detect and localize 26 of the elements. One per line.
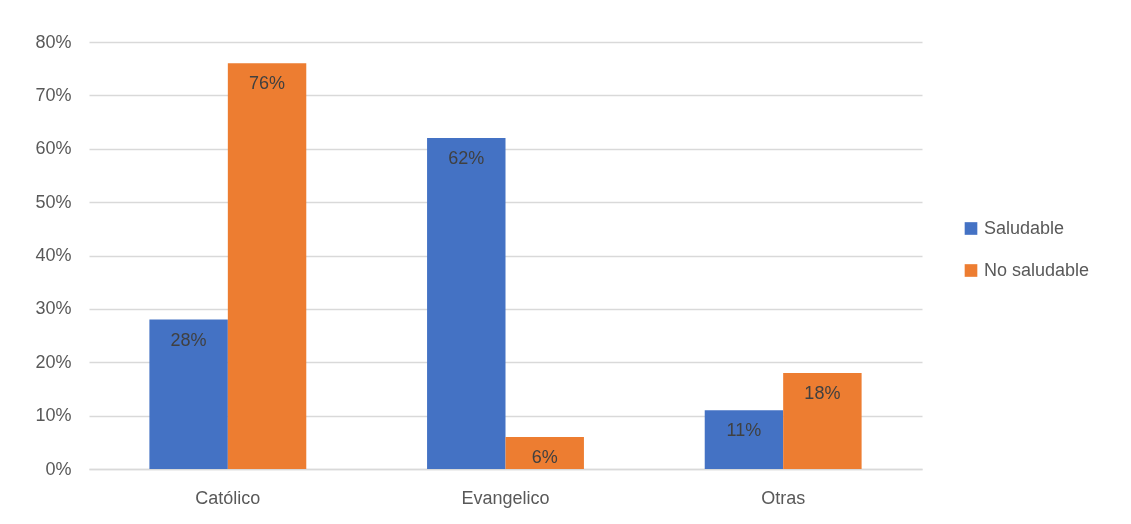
- y-tick-label: 10%: [35, 405, 72, 426]
- legend-label: No saludable: [984, 259, 1090, 280]
- y-tick-label: 50%: [35, 191, 72, 212]
- y-tick-label: 40%: [35, 245, 72, 265]
- data-label: 76%: [249, 73, 286, 94]
- bar: [227, 63, 307, 469]
- y-tick-label: 60%: [35, 138, 72, 159]
- bar: [505, 436, 584, 469]
- y-tick-label: 70%: [35, 84, 72, 105]
- bar: [783, 372, 862, 469]
- bar: [427, 138, 506, 469]
- data-label: 6%: [531, 446, 558, 467]
- x-tick-label: Católico: [195, 487, 261, 508]
- y-tick-label: 30%: [35, 298, 72, 319]
- data-label: 28%: [170, 329, 207, 350]
- legend-label: Saludable: [984, 217, 1065, 238]
- y-tick-label: 80%: [35, 31, 72, 52]
- y-tick-label: 20%: [35, 351, 72, 372]
- x-tick-label: Evangelico: [461, 487, 550, 508]
- data-label: 62%: [448, 148, 485, 169]
- bar: [704, 410, 784, 469]
- data-label: 11%: [726, 420, 762, 441]
- data-label: 18%: [804, 382, 841, 403]
- x-tick-label: Otras: [761, 487, 806, 508]
- bar: [149, 319, 228, 469]
- y-tick-label: 0%: [45, 458, 72, 479]
